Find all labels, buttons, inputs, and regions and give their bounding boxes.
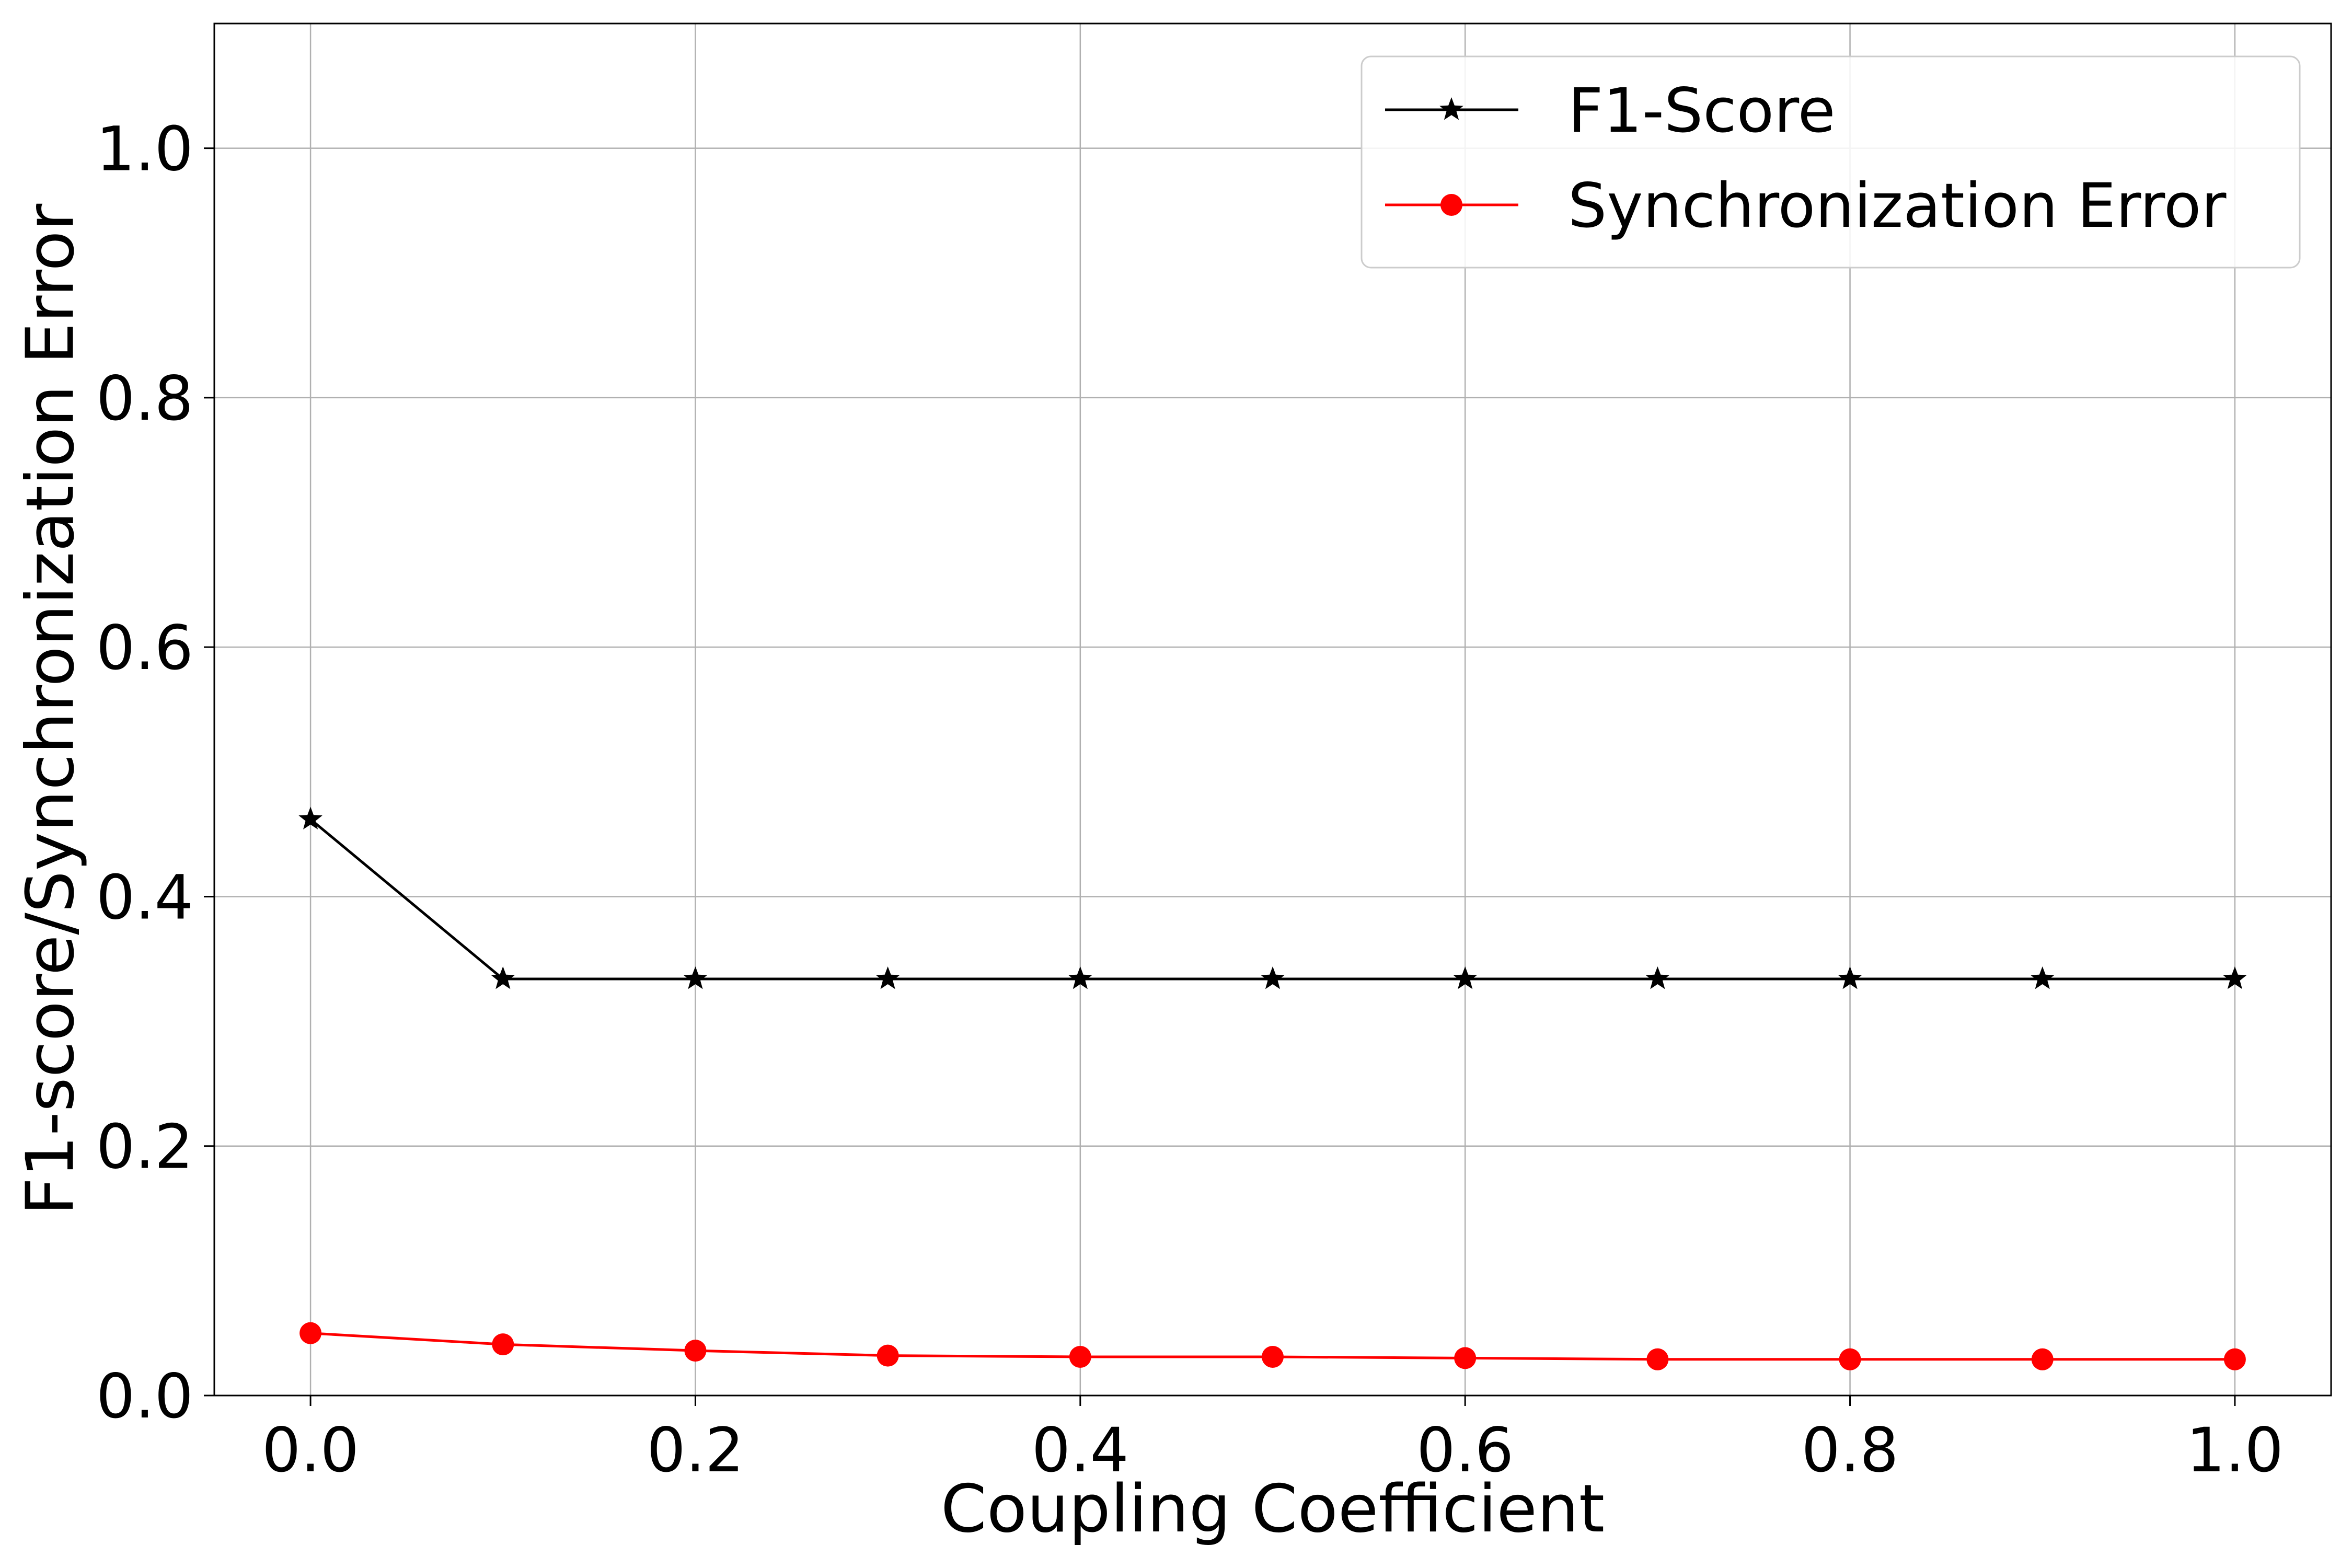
legend-star-marker [1439,97,1463,120]
data-point-circle [1839,1348,1861,1370]
x-axis-label: Coupling Coefficient [941,1470,1605,1547]
data-point-circle [877,1344,899,1367]
x-tick-label: 0.0 [262,1414,359,1486]
legend-label: Synchronization Error [1568,170,2227,241]
grid-lines [214,24,2331,1397]
data-point-star [491,966,515,989]
data-point-circle [2031,1348,2054,1370]
y-tick-label: 1.0 [96,113,193,185]
data-point-circle [1069,1346,1091,1368]
data-point-circle [299,1322,322,1344]
x-tick-label: 1.0 [2186,1414,2284,1486]
data-point-circle [1262,1346,1284,1368]
data-point-circle [1646,1348,1669,1370]
data-point-star [875,966,900,989]
axis-ticks: 0.0 0.2 0.4 0.6 0.8 1.0 0.0 0.2 0.4 0.6 0.8 1.0 [96,113,2284,1486]
data-point-circle [684,1340,707,1362]
plot-series [298,806,2247,1370]
legend-circle-marker [1440,194,1462,216]
x-tick-label: 0.8 [1802,1414,1899,1486]
series-f1-score [298,806,2247,989]
data-point-star [1453,966,1477,989]
data-point-circle [2223,1348,2246,1370]
plot-frame [213,22,2332,1397]
legend: F1-Score Synchronization Error [1361,55,2301,269]
data-point-star [1261,966,1285,989]
x-tick-label: 0.4 [1032,1414,1129,1486]
data-point-star [2223,966,2247,989]
y-tick-label: 0.2 [96,1111,193,1183]
data-point-star [2030,966,2055,989]
y-axis-label: F1-score/Synchronization Error [12,204,89,1216]
series-synchronization-error [299,1322,2246,1370]
data-point-star [1645,966,1670,989]
x-tick-label: 0.6 [1416,1414,1514,1486]
data-point-circle [492,1333,514,1356]
data-point-circle [1454,1347,1477,1369]
data-point-star [1068,966,1092,989]
data-point-star [298,806,322,829]
data-point-star [1838,966,1862,989]
y-tick-label: 0.0 [96,1361,193,1432]
data-point-star [683,966,708,989]
x-tick-label: 0.2 [647,1414,744,1486]
y-tick-label: 0.6 [96,612,193,684]
y-tick-label: 0.4 [96,861,193,933]
y-tick-label: 0.8 [96,363,193,434]
legend-box [1361,55,2301,269]
legend-label: F1-Score [1568,75,1836,146]
